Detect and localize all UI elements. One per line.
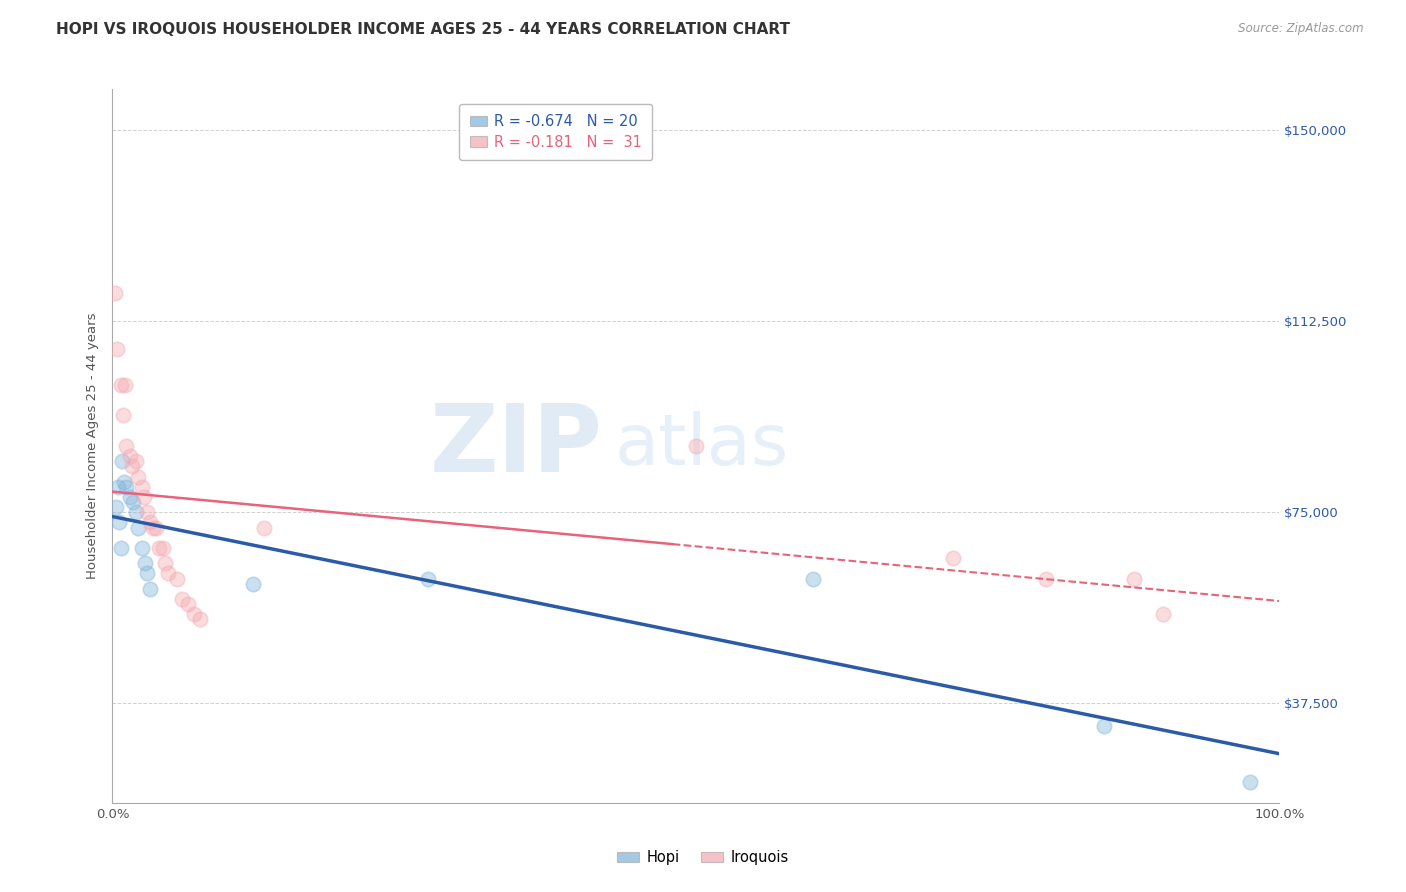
Point (685, 439, 707, 453)
Point (104, 286, 127, 301)
Point (107, 480, 129, 494)
Point (1152, 607, 1174, 622)
Point (104, 500, 127, 515)
Point (1035, 572, 1057, 586)
Point (127, 469, 149, 483)
Legend: R = -0.674   N = 20, R = -0.181   N =  31: R = -0.674 N = 20, R = -0.181 N = 31 (460, 103, 652, 160)
Point (111, 409, 134, 423)
Point (110, 541, 132, 555)
Point (253, 520, 276, 534)
Point (942, 551, 965, 566)
Point (416, 572, 439, 586)
Point (145, 520, 167, 534)
Legend: Hopi, Iroquois: Hopi, Iroquois (612, 845, 794, 871)
Point (121, 459, 143, 474)
Point (1239, 775, 1261, 789)
Point (166, 572, 188, 586)
Point (111, 454, 134, 468)
Point (801, 572, 824, 586)
Point (122, 495, 145, 509)
Point (127, 520, 149, 534)
Point (115, 439, 138, 453)
Point (118, 490, 141, 504)
Point (105, 342, 128, 356)
Point (1122, 572, 1144, 586)
Text: ZIP: ZIP (430, 400, 603, 492)
Point (183, 607, 205, 622)
Point (153, 556, 176, 570)
Point (157, 566, 180, 581)
Point (136, 505, 159, 519)
Point (114, 377, 136, 392)
Point (152, 541, 174, 555)
Point (131, 541, 153, 555)
Point (125, 454, 148, 468)
Y-axis label: Householder Income Ages 25 - 44 years: Householder Income Ages 25 - 44 years (86, 313, 100, 579)
Point (131, 480, 153, 494)
Point (139, 582, 162, 596)
Text: atlas: atlas (614, 411, 789, 481)
Point (132, 490, 155, 504)
Point (142, 520, 165, 534)
Point (115, 480, 138, 494)
Point (242, 576, 264, 591)
Text: Source: ZipAtlas.com: Source: ZipAtlas.com (1239, 22, 1364, 36)
Point (110, 377, 132, 392)
Point (172, 591, 194, 606)
Point (1094, 719, 1116, 733)
Point (139, 516, 162, 530)
Point (118, 449, 141, 463)
Point (112, 475, 135, 489)
Point (134, 556, 156, 570)
Text: HOPI VS IROQUOIS HOUSEHOLDER INCOME AGES 25 - 44 YEARS CORRELATION CHART: HOPI VS IROQUOIS HOUSEHOLDER INCOME AGES… (56, 22, 790, 37)
Point (125, 505, 148, 519)
Point (188, 612, 211, 626)
Point (177, 597, 200, 611)
Point (108, 516, 131, 530)
Point (148, 541, 170, 555)
Point (136, 566, 159, 581)
